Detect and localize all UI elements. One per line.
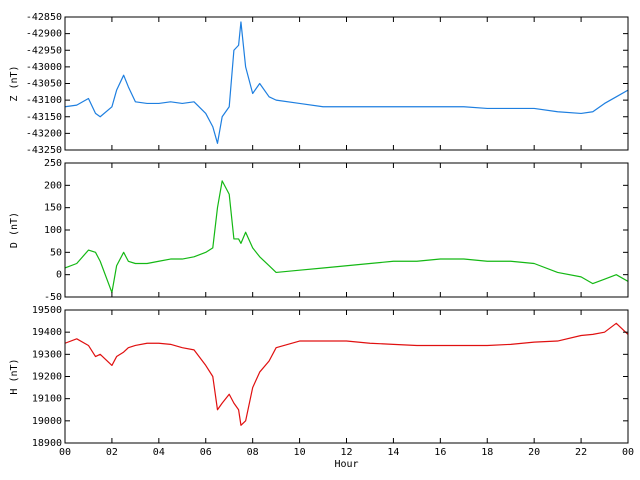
y-tick-label: -43100 <box>26 95 62 106</box>
data-line <box>64 180 629 294</box>
x-tick-label: 08 <box>247 447 259 458</box>
x-tick-label: 12 <box>340 447 352 458</box>
y-tick-label: 18900 <box>32 438 62 449</box>
y-tick-label: 200 <box>44 180 62 191</box>
y-tick-label: -42900 <box>26 29 62 40</box>
y-tick-label: 19000 <box>32 416 62 427</box>
plot-frame <box>64 16 629 151</box>
y-tick-label: 0 <box>56 270 62 281</box>
y-tick-label: 150 <box>44 203 62 214</box>
y-tick-label: -43150 <box>26 112 62 123</box>
y-tick-label: 19300 <box>32 349 62 360</box>
data-line <box>64 21 629 144</box>
y-tick-label: -42950 <box>26 45 62 56</box>
x-tick-label: 00 <box>59 447 71 458</box>
x-tick-label: 02 <box>106 447 118 458</box>
x-axis-label: Hour <box>334 459 358 470</box>
y-tick-label: -43000 <box>26 62 62 73</box>
x-tick-label: 22 <box>575 447 587 458</box>
x-tick-label: 10 <box>294 447 306 458</box>
x-tick-label: 06 <box>200 447 212 458</box>
x-tick-label: 14 <box>387 447 399 458</box>
y-axis-label: D (nT) <box>9 212 20 248</box>
plot-frame <box>64 309 629 444</box>
y-tick-label: 19400 <box>32 327 62 338</box>
y-tick-label: 19100 <box>32 394 62 405</box>
y-axis-label: Z (nT) <box>9 65 20 101</box>
y-tick-label: -50 <box>44 292 62 303</box>
y-tick-label: -43250 <box>26 145 62 156</box>
x-tick-label: 00 <box>622 447 634 458</box>
y-tick-label: 250 <box>44 158 62 169</box>
x-tick-label: 04 <box>153 447 165 458</box>
y-tick-label: 100 <box>44 225 62 236</box>
y-tick-label: 19200 <box>32 372 62 383</box>
y-axis-label: H (nT) <box>9 358 20 394</box>
x-tick-label: 20 <box>528 447 540 458</box>
y-tick-label: -43200 <box>26 128 62 139</box>
y-tick-label: 50 <box>50 247 62 258</box>
x-tick-label: 18 <box>481 447 493 458</box>
x-tick-label: 16 <box>434 447 446 458</box>
data-line <box>64 322 629 426</box>
y-tick-label: -43050 <box>26 79 62 90</box>
plot-frame <box>64 162 629 298</box>
y-tick-label: 19500 <box>32 305 62 316</box>
y-tick-label: -42850 <box>26 12 62 23</box>
